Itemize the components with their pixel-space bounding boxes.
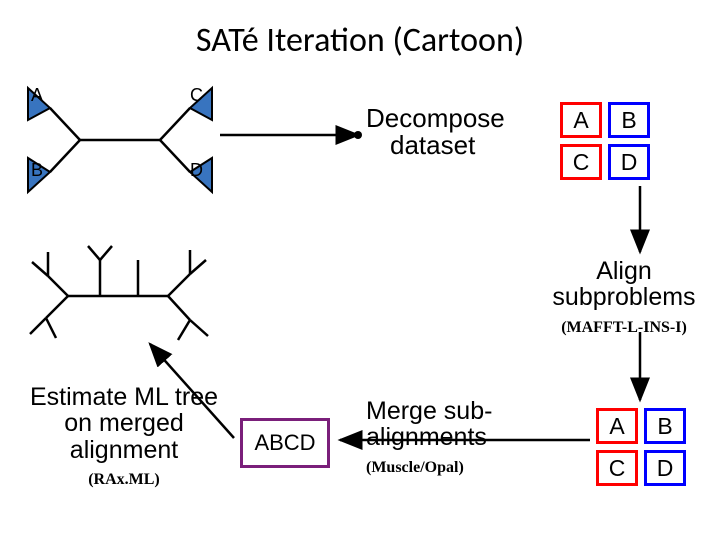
step-estimate-label: Estimate ML tree on merged alignment (RA… [14,384,234,489]
estimate-line1: Estimate ML tree [30,383,218,411]
tree-estimated-diagram [20,238,220,353]
estimate-line3: alignment [70,436,178,464]
estimate-tool: (RAx.ML) [88,471,160,488]
estimate-line2: on merged [64,409,184,437]
